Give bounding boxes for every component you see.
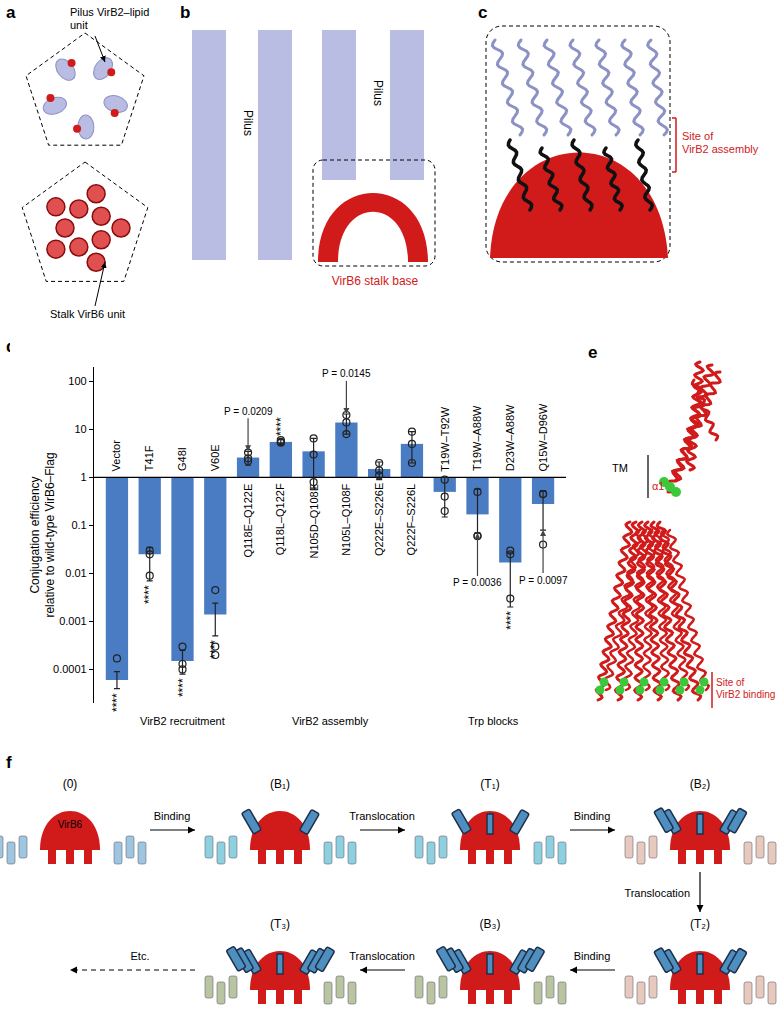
svg-text:Etc.: Etc.	[131, 950, 150, 962]
svg-text:****: ****	[142, 585, 156, 604]
svg-text:(B₁): (B₁)	[270, 777, 290, 791]
svg-text:VirB2 recruitment: VirB2 recruitment	[140, 715, 225, 727]
svg-text:0.01: 0.01	[65, 567, 86, 579]
svg-text:f: f	[6, 753, 12, 772]
svg-text:α1: α1	[652, 480, 664, 492]
svg-text:Site of: Site of	[682, 130, 714, 142]
svg-text:VirB6 stalk base: VirB6 stalk base	[332, 274, 419, 288]
svg-text:T19W–T92W: T19W–T92W	[439, 406, 451, 471]
svg-text:a: a	[6, 3, 16, 22]
svg-text:T41F: T41F	[143, 445, 155, 471]
svg-text:N105L–Q108F: N105L–Q108F	[340, 483, 352, 555]
svg-text:(T₂): (T₂)	[690, 917, 710, 931]
svg-text:b: b	[180, 3, 190, 22]
svg-text:Q222E–S226E: Q222E–S226E	[373, 483, 385, 556]
svg-text:Q118L–Q122F: Q118L–Q122F	[274, 483, 286, 555]
svg-text:P = 0.0145: P = 0.0145	[322, 368, 371, 379]
svg-text:VirB6: VirB6	[58, 819, 83, 830]
svg-text:0.1: 0.1	[71, 519, 86, 531]
svg-text:(T₃): (T₃)	[270, 917, 290, 931]
svg-text:Q118E–Q122E: Q118E–Q122E	[242, 484, 254, 558]
svg-text:Conjugation efficiencyrelative: Conjugation efficiencyrelative to wild-t…	[28, 452, 58, 617]
svg-text:e: e	[588, 343, 597, 362]
svg-text:(B₂): (B₂)	[690, 777, 711, 791]
svg-text:TM: TM	[612, 462, 628, 474]
svg-text:Q15W–D96W: Q15W–D96W	[537, 403, 549, 471]
svg-text:P = 0.0209: P = 0.0209	[224, 406, 273, 417]
svg-text:unit: unit	[70, 19, 88, 31]
svg-text:D23W–A88W: D23W–A88W	[504, 404, 516, 471]
svg-text:G48I: G48I	[176, 447, 188, 471]
svg-text:d: d	[6, 337, 16, 356]
svg-text:10: 10	[74, 423, 86, 435]
svg-text:1: 1	[81, 471, 87, 483]
svg-text:P = 0.0097: P = 0.0097	[519, 575, 568, 586]
svg-text:Q222F–S226L: Q222F–S226L	[405, 484, 417, 556]
svg-text:Pilus VirB2–lipid: Pilus VirB2–lipid	[70, 6, 149, 18]
svg-text:100: 100	[68, 375, 86, 387]
svg-text:(0): (0)	[63, 777, 78, 791]
svg-text:****: ****	[110, 693, 124, 712]
svg-text:T19W–A88W: T19W–A88W	[471, 405, 483, 471]
svg-text:****: ****	[176, 678, 190, 697]
svg-text:Stalk VirB6 unit: Stalk VirB6 unit	[50, 308, 125, 320]
svg-text:Binding: Binding	[574, 950, 611, 962]
svg-text:Translocation: Translocation	[624, 887, 690, 899]
svg-text:Translocation: Translocation	[349, 950, 415, 962]
svg-text:V60E: V60E	[209, 444, 221, 471]
svg-text:N105D–Q108E: N105D–Q108E	[308, 484, 320, 559]
svg-text:P = 0.0036: P = 0.0036	[453, 577, 502, 588]
svg-text:****: ****	[208, 640, 222, 659]
svg-text:Binding: Binding	[574, 810, 611, 822]
svg-text:Vector: Vector	[110, 440, 122, 472]
svg-text:0.0001: 0.0001	[53, 663, 87, 675]
svg-text:VirB2 assembly: VirB2 assembly	[292, 715, 369, 727]
svg-text:c: c	[478, 3, 487, 22]
svg-text:Pilus: Pilus	[241, 110, 255, 136]
svg-text:VirB2 assembly: VirB2 assembly	[682, 143, 759, 155]
svg-text:VirB2 binding: VirB2 binding	[716, 689, 775, 700]
svg-text:(T₁): (T₁)	[480, 777, 499, 791]
svg-text:****: ****	[274, 417, 288, 436]
svg-text:(B₃): (B₃)	[480, 917, 501, 931]
svg-text:Binding: Binding	[154, 810, 191, 822]
svg-text:Translocation: Translocation	[349, 810, 415, 822]
svg-text:Site of: Site of	[716, 677, 745, 688]
svg-text:Trp blocks: Trp blocks	[468, 715, 519, 727]
svg-text:0.001: 0.001	[59, 615, 87, 627]
svg-text:****: ****	[504, 611, 518, 630]
svg-text:Pilus: Pilus	[371, 80, 385, 106]
